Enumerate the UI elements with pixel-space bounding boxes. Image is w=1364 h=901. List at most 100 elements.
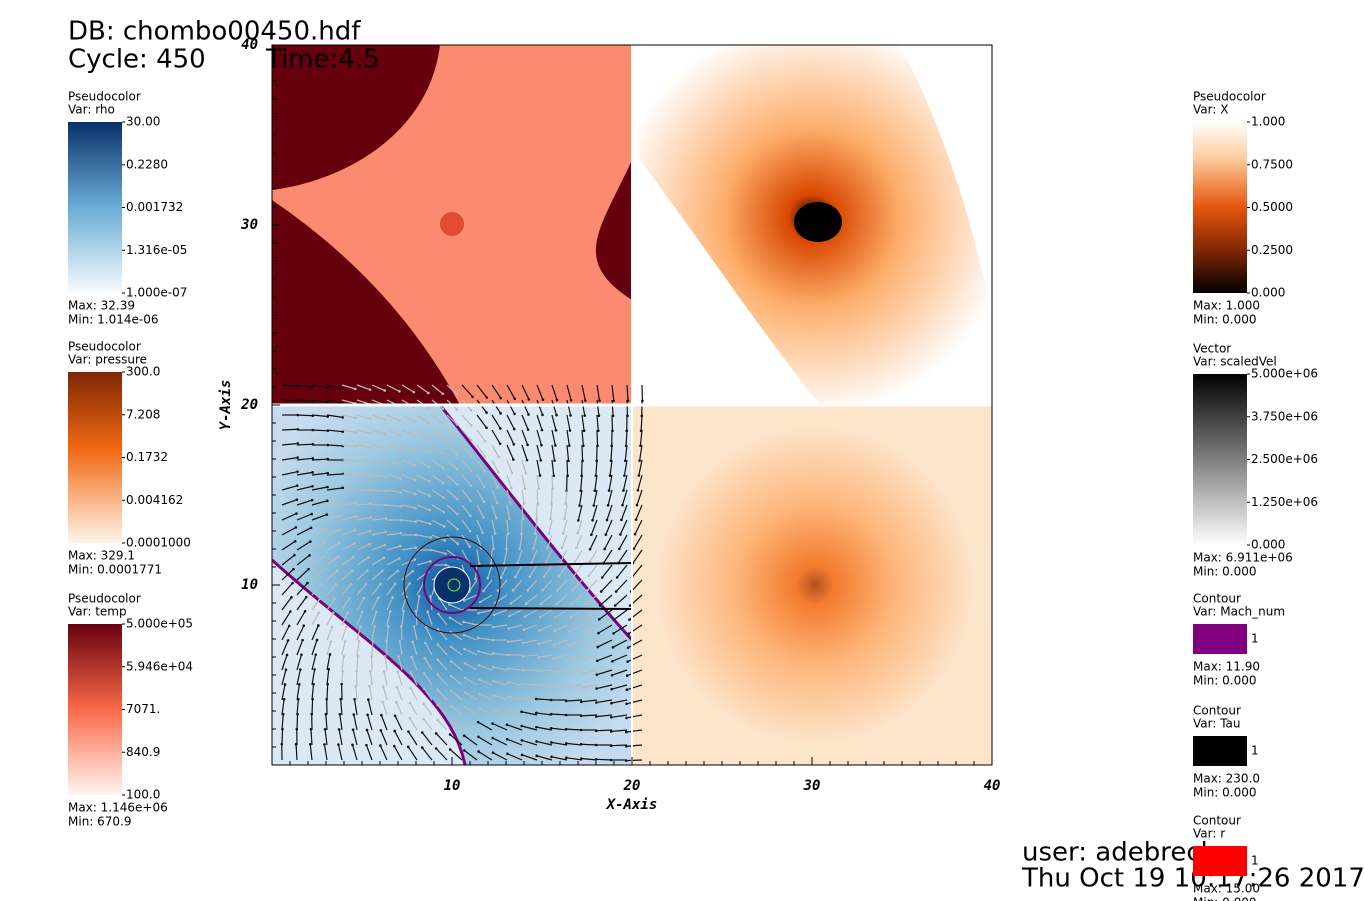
vector-head xyxy=(554,429,558,432)
vector-arrow xyxy=(476,504,484,518)
vector-arrow xyxy=(437,674,448,686)
vector-head xyxy=(582,686,585,689)
vector-head xyxy=(352,555,355,559)
vector-head xyxy=(384,447,387,450)
vector-arrow xyxy=(536,755,553,761)
vector-arrow xyxy=(551,429,556,446)
vector-arrow xyxy=(555,609,568,618)
vector-head xyxy=(362,596,366,600)
vector-arrow xyxy=(424,642,433,656)
vector-head xyxy=(287,624,291,628)
vector-head xyxy=(332,611,335,614)
vector-arrow xyxy=(636,489,643,506)
vector-arrow xyxy=(371,429,386,435)
vector-head xyxy=(429,560,432,563)
vector-head xyxy=(395,685,399,689)
vector-head xyxy=(499,396,503,400)
vector-head xyxy=(308,554,311,557)
vector-head xyxy=(369,460,373,464)
vector-head xyxy=(456,497,459,501)
vector-head xyxy=(393,714,397,718)
vector-head xyxy=(423,641,427,645)
vector-arrow xyxy=(449,734,463,746)
vector-arrow xyxy=(617,549,628,564)
vector-head xyxy=(294,526,298,529)
legend-label: 5.000e+05 xyxy=(126,617,193,631)
vector-head xyxy=(341,416,344,419)
vector-head xyxy=(634,518,638,521)
legend-label: 100.0 xyxy=(126,788,160,802)
contour-swatch xyxy=(1193,846,1247,876)
vector-head xyxy=(506,532,510,536)
vector-arrow xyxy=(581,714,598,717)
legend-label: 840.9 xyxy=(126,745,160,759)
vector-arrow xyxy=(589,549,598,563)
db-title: DB: chombo00450.hdf xyxy=(68,17,361,47)
vector-head xyxy=(615,576,619,579)
legend-kind: Pseudocolor xyxy=(1193,90,1266,104)
vector-head xyxy=(579,714,583,718)
vector-head xyxy=(341,387,344,390)
vector-head xyxy=(388,610,392,613)
vector-arrow xyxy=(638,459,643,476)
vector-head xyxy=(521,682,525,686)
vector-arrow xyxy=(394,730,403,746)
vector-arrow xyxy=(491,519,496,534)
vector-arrow xyxy=(611,699,628,704)
vector-arrow xyxy=(626,729,643,733)
vector-arrow xyxy=(568,669,583,674)
vector-arrow xyxy=(538,669,553,672)
x-tick-label: 20 xyxy=(623,778,641,794)
vector-head xyxy=(322,541,326,545)
vector-arrow xyxy=(296,714,299,731)
vector-head xyxy=(566,685,570,689)
vector-arrow xyxy=(632,549,643,564)
vector-head xyxy=(556,588,559,592)
vector-arrow xyxy=(627,654,643,663)
vector-arrow xyxy=(435,748,448,761)
vector-arrow xyxy=(523,697,538,701)
vector-arrow xyxy=(341,414,356,419)
vector-arrow xyxy=(401,444,415,452)
vector-head xyxy=(284,668,288,671)
legend-label: 300.0 xyxy=(126,365,160,379)
vector-arrow xyxy=(401,611,405,626)
vector-arrow xyxy=(371,474,386,478)
vector-head xyxy=(586,588,589,592)
vector-head xyxy=(506,752,509,756)
vector-arrow xyxy=(416,534,431,538)
vector-arrow xyxy=(551,727,568,731)
legend-min: Min: 0.000 xyxy=(1193,565,1257,579)
vector-head xyxy=(611,659,614,663)
vector-head xyxy=(306,581,309,585)
vector-head xyxy=(491,722,494,725)
vector-arrow xyxy=(594,474,598,491)
vector-head xyxy=(449,674,453,678)
vector-head xyxy=(537,487,541,491)
vector-arrow xyxy=(281,582,293,596)
vector-head xyxy=(402,609,405,613)
vector-head xyxy=(456,527,459,531)
vector-head xyxy=(447,603,451,606)
vector-head xyxy=(506,640,510,643)
vector-arrow xyxy=(514,564,523,578)
vector-arrow xyxy=(311,500,328,506)
vector-arrow xyxy=(450,675,463,686)
vector-head xyxy=(383,654,387,658)
vector-head xyxy=(354,431,357,434)
vector-arrow xyxy=(539,624,553,632)
vector-head xyxy=(369,474,373,478)
vector-arrow xyxy=(401,489,416,495)
vector-arrow xyxy=(491,504,497,519)
vector-arrow xyxy=(296,582,308,596)
temp-clump xyxy=(440,212,464,236)
legend-var: Var: temp xyxy=(68,605,127,619)
vector-head xyxy=(355,669,358,673)
vector-head xyxy=(512,427,516,431)
vector-arrow xyxy=(463,634,478,641)
vector-arrow xyxy=(551,384,558,401)
vector-head xyxy=(413,449,416,453)
vector-arrow xyxy=(386,414,400,422)
vector-head xyxy=(448,616,452,620)
vector-head xyxy=(526,428,530,431)
